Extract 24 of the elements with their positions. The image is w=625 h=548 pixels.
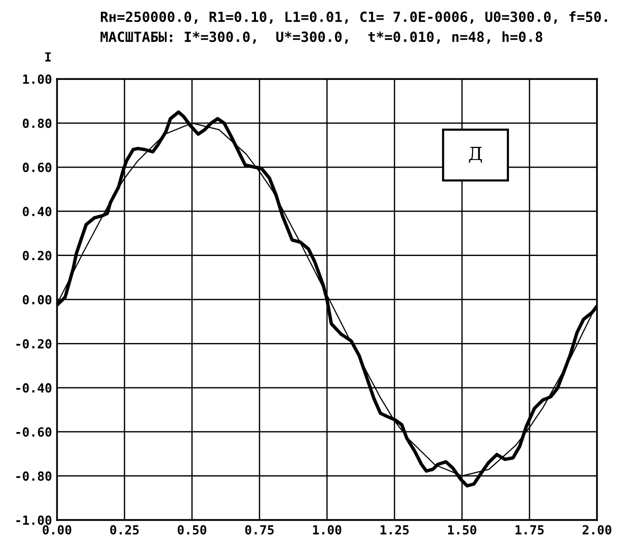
y-tick-label: 0.60 [22,162,52,172]
y-tick-label: 0.80 [22,118,52,128]
y-tick-label: -0.80 [16,471,52,481]
x-tick-label: 2.00 [582,525,612,535]
x-tick-label: 0.25 [110,525,139,535]
y-tick-label: 1.00 [23,74,52,84]
x-tick-label: 1.25 [380,525,409,535]
y-tick-label: -0.40 [16,383,52,393]
x-tick-label: 0.50 [178,525,206,535]
annotation: Д [469,146,482,163]
x-tick-label: 1.00 [313,525,342,535]
y-tick-label: 0.40 [22,206,52,216]
x-tick-label: 1.75 [516,525,544,535]
x-tick-label: 0.75 [245,525,274,535]
y-tick-label: 0.20 [22,250,52,260]
chart-title: Rн=250000.0, R1=0.10, L1=0.01, C1= 7.0E-0006, U0=300.0, f=50. [100,11,608,24]
y-tick-label: -0.60 [16,427,52,437]
x-tick-label: 0.00 [42,525,72,535]
y-tick-label: 0.00 [22,294,52,304]
y-axis-title: I [45,52,51,62]
chart-subtitle: МАСШТАБЫ: I*=300.0, U*=300.0, t*=0.010, n=48, h=0.8 [100,31,542,44]
y-tick-label: -1.00 [16,515,52,525]
y-tick-label: -0.20 [16,339,52,349]
x-tick-label: 1.50 [448,525,476,535]
